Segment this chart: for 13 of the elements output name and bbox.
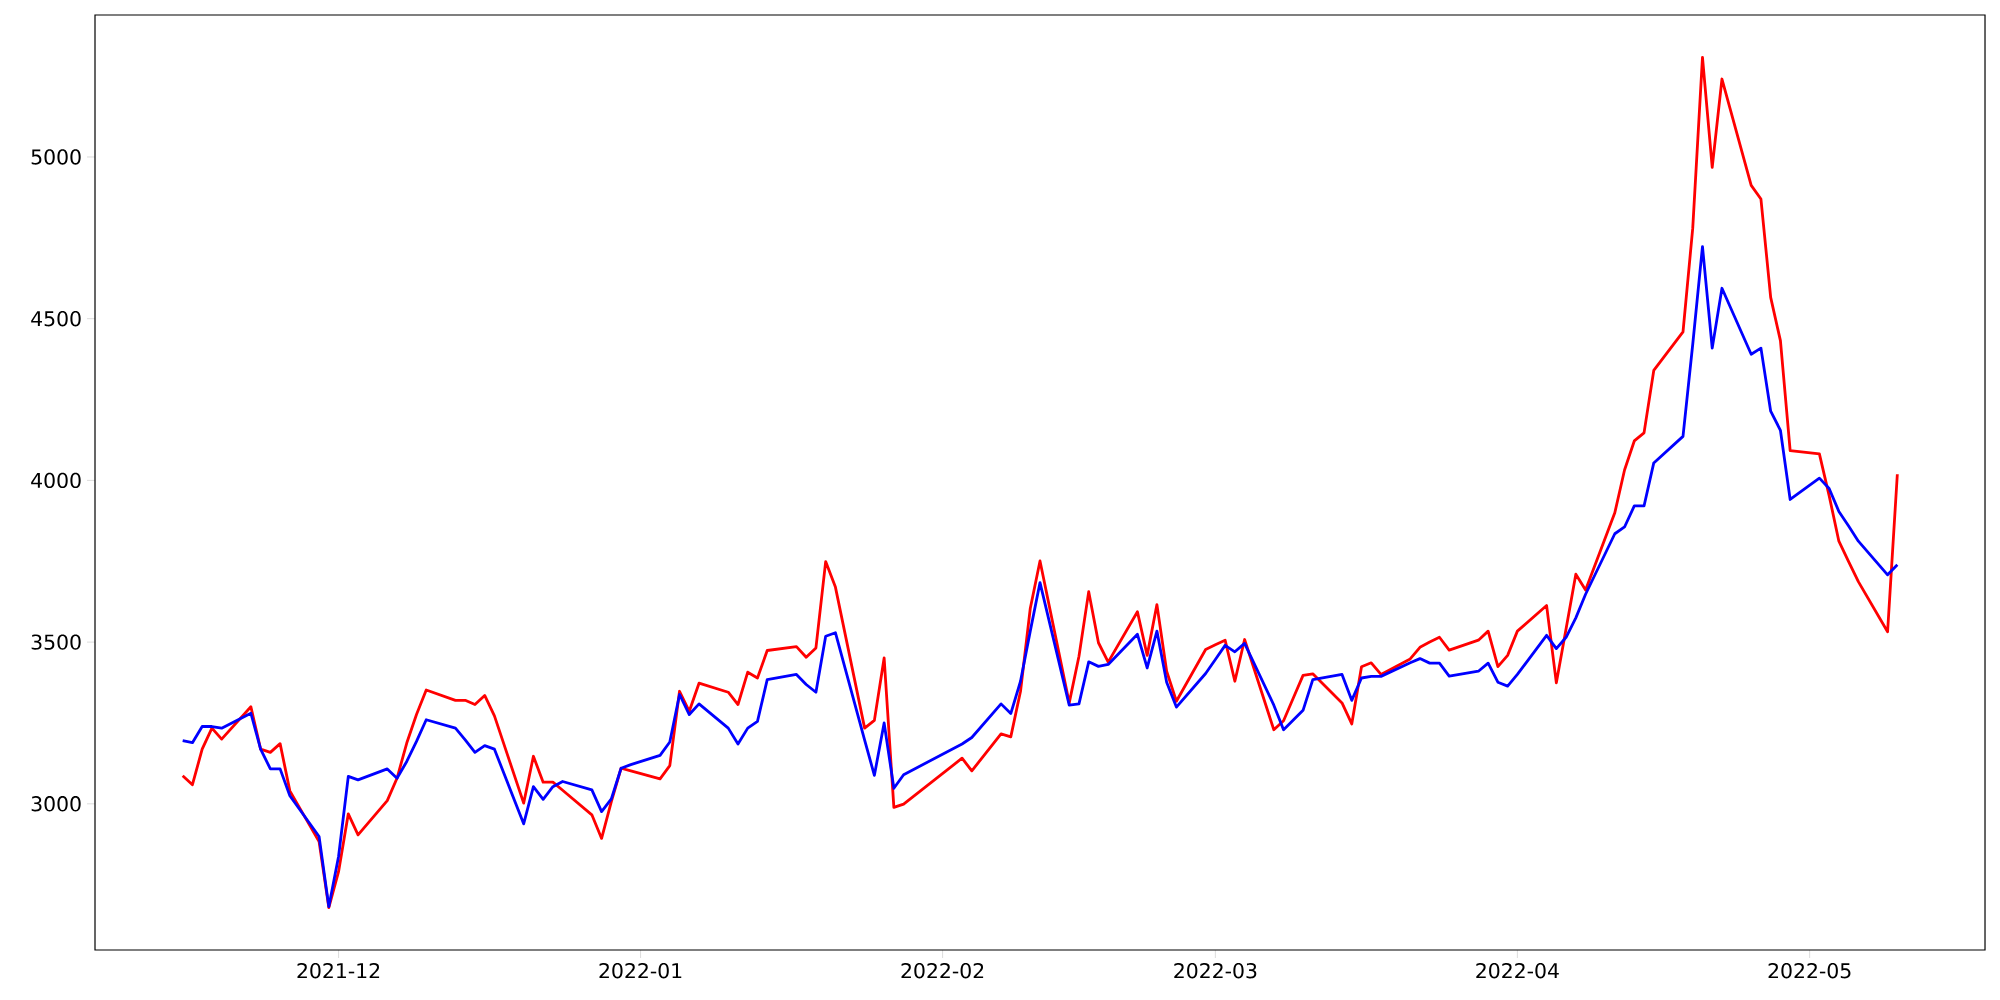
x-tick-label: 2022-04 — [1476, 962, 1559, 979]
x-tick-label: 2022-05 — [1768, 962, 1851, 979]
x-tick-label: 2021-12 — [297, 962, 380, 979]
y-tick-label: 3000 — [31, 796, 81, 812]
x-tick-label: 2022-02 — [901, 962, 984, 979]
line-series — [181, 55, 1899, 910]
x-tick-label: 2022-01 — [599, 962, 682, 979]
y-tick-label: 4500 — [31, 310, 81, 327]
y-tick-label: 3500 — [31, 634, 81, 650]
line-series — [181, 245, 1899, 909]
x-tick-label: 2022-03 — [1174, 962, 1257, 979]
y-tick-label: 4000 — [31, 472, 81, 489]
y-tick-label: 5000 — [31, 149, 81, 165]
